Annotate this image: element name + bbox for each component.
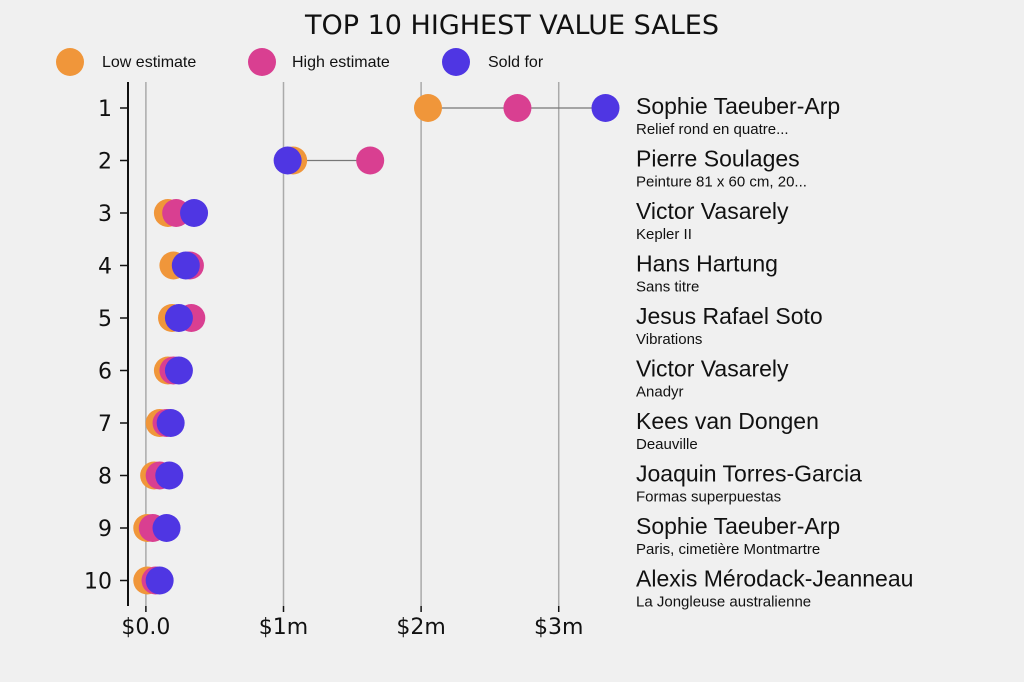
artwork-title: Kepler II [636, 226, 692, 243]
data-row: 3 Victor Vasarely Kepler II [98, 198, 789, 243]
dot-low [413, 94, 442, 122]
data-row: 6 Victor Vasarely Anadyr [98, 356, 789, 401]
artist-name: Joaquin Torres-Garcia [636, 461, 862, 487]
artist-name: Pierre Soulages [636, 146, 800, 172]
rank-label: 4 [98, 255, 112, 280]
x-tick-label: $2m [396, 615, 445, 640]
artist-name: Sophie Taeuber-Arp [636, 93, 840, 119]
data-row: 1 Sophie Taeuber-Arp Relief rond en quatre… [98, 93, 840, 138]
dot-sold [156, 409, 185, 437]
artwork-title: Anadyr [636, 384, 684, 401]
dot-high [356, 146, 385, 175]
legend-label-sold: Sold for [488, 54, 544, 71]
artwork-title: Relief rond en quatre... [636, 121, 789, 138]
artist-name: Hans Hartung [636, 251, 778, 277]
rank-label: 7 [98, 412, 112, 437]
dot-sold [591, 94, 620, 122]
rank-label: 8 [98, 465, 112, 490]
dot-sold [145, 566, 174, 595]
rank-label: 5 [98, 307, 112, 332]
artist-name: Victor Vasarely [636, 198, 789, 224]
rank-label: 2 [98, 150, 112, 175]
chart-title: TOP 10 HIGHEST VALUE SALES [304, 10, 719, 41]
x-tick-label: $1m [259, 615, 308, 640]
dot-sold [273, 146, 302, 175]
artwork-title: Deauville [636, 436, 698, 453]
artist-name: Kees van Dongen [636, 408, 819, 434]
legend-swatch-high [248, 48, 276, 76]
x-tick-label: $3m [534, 615, 583, 640]
data-row: 5 Jesus Rafael Soto Vibrations [98, 303, 823, 348]
rank-label: 10 [84, 570, 112, 595]
dot-sold [171, 251, 200, 280]
dot-sold [164, 356, 193, 385]
data-row: 4 Hans Hartung Sans titre [98, 251, 778, 296]
artist-name: Jesus Rafael Soto [636, 303, 823, 329]
rank-label: 3 [98, 202, 112, 227]
dot-high [503, 94, 532, 122]
data-row: 10 Alexis Mérodack-Jeanneau La Jongleuse a… [84, 566, 913, 611]
dot-sold [180, 199, 209, 227]
rank-label: 6 [98, 360, 112, 385]
artwork-title: Sans titre [636, 279, 699, 296]
dot-sold [152, 514, 181, 542]
artwork-title: Peinture 81 x 60 cm, 20... [636, 174, 807, 191]
data-row: 8 Joaquin Torres-Garcia Formas superpuesta… [98, 461, 862, 506]
legend-label-high: High estimate [292, 54, 390, 71]
legend-swatch-low [56, 48, 84, 76]
rank-label: 9 [98, 517, 112, 542]
data-row: 2 Pierre Soulages Peinture 81 x 60 cm, 20.… [98, 146, 807, 191]
artist-name: Sophie Taeuber-Arp [636, 513, 840, 539]
x-axis: $0.0 $1m $2m $3m [121, 606, 583, 640]
rank-label: 1 [98, 97, 112, 122]
legend-swatch-sold [442, 48, 470, 76]
legend: Low estimate High estimate Sold for [56, 48, 544, 76]
artwork-title: Vibrations [636, 331, 702, 348]
dot-sold [155, 461, 184, 490]
data-rows: 1 Sophie Taeuber-Arp Relief rond en quatre… [84, 93, 913, 611]
artwork-title: Paris, cimetière Montmartre [636, 541, 820, 558]
legend-label-low: Low estimate [102, 54, 196, 71]
data-row: 7 Kees van Dongen Deauville [98, 408, 819, 453]
dot-sold [164, 304, 193, 332]
artist-name: Alexis Mérodack-Jeanneau [636, 566, 913, 592]
artwork-title: Formas superpuestas [636, 489, 781, 506]
data-row: 9 Sophie Taeuber-Arp Paris, cimetière Mont… [98, 513, 840, 558]
artist-name: Victor Vasarely [636, 356, 789, 382]
x-tick-label: $0.0 [121, 615, 170, 640]
artwork-title: La Jongleuse australienne [636, 594, 811, 611]
